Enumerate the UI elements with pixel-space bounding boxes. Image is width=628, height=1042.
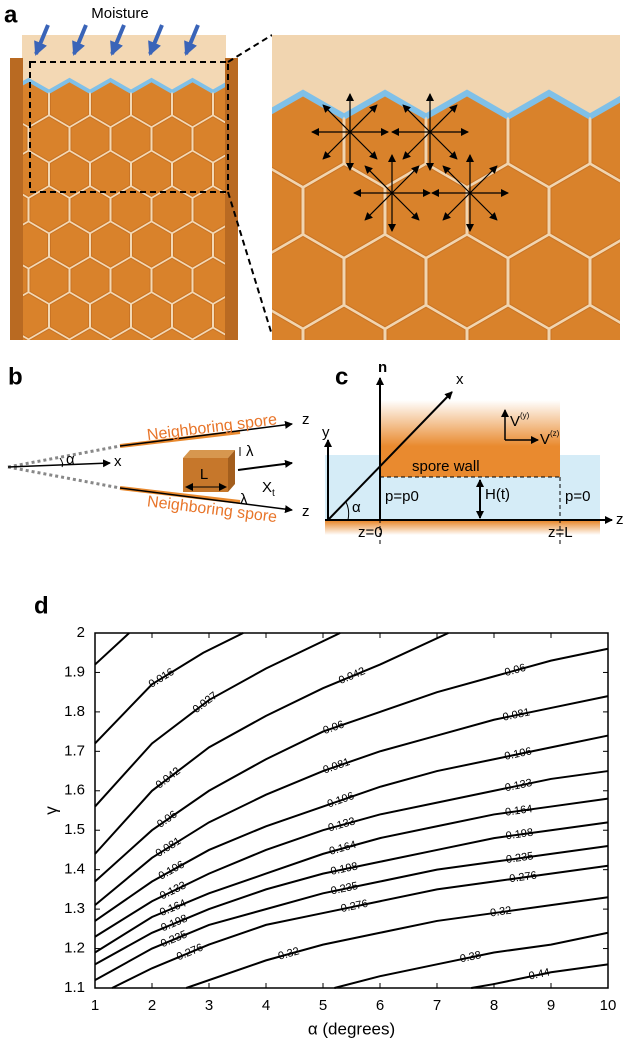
cube [183,450,235,458]
x-tick-label: 2 [148,997,156,1014]
spore-cell [235,329,273,373]
angle-label: α [352,499,361,516]
panel-label: a [4,1,18,28]
x-tick-label: 1 [91,997,99,1014]
v-sup: (z) [550,429,560,438]
moisture-label: Moisture [91,5,149,22]
wall [225,58,238,340]
x-tick-label: 5 [319,997,327,1014]
y-tick-label: 1.2 [64,940,85,957]
y-tick-label: 1.7 [64,742,85,759]
lambda-label: λ [246,443,254,460]
pressure-label: p=0 [565,488,590,505]
axis-label: n [378,359,387,376]
y-tick-label: 1.5 [64,821,85,838]
x-axis-label: α (degrees) [308,1019,395,1038]
contour-line [95,633,129,665]
wall-label: spore wall [412,458,480,475]
y-tick-label: 2 [77,624,85,641]
spore-cell [235,258,273,302]
x-tick-label: 9 [547,997,555,1014]
panel-label: c [335,363,348,390]
y-tick-label: 1.4 [64,861,85,878]
contour-line [95,633,243,743]
x-text: X [262,479,272,496]
v-text: V [540,431,550,448]
x-tick-label: 3 [205,997,213,1014]
x-label: Xt [262,479,275,499]
velocity-arrow [238,463,292,470]
x-tick-label: 8 [490,997,498,1014]
axis-label: y [322,424,330,441]
gap-label: H(t) [485,486,510,503]
axis-label: z [616,511,624,528]
spore-zoom [223,35,628,397]
x-tick-label: 4 [262,997,270,1014]
z-label: z=0 [358,524,383,541]
v-text: V [510,413,520,430]
y-tick-label: 1.1 [64,979,85,996]
lambda-label: λ [240,491,248,508]
zoom-line [228,35,272,62]
spore-cell [235,188,273,232]
contour-line [95,633,340,807]
angle-label: α [66,451,75,468]
cube-label: L [200,466,208,483]
y-tick-label: 1.6 [64,782,85,799]
axis-arrow [8,463,110,467]
figure: a Moisture b Neighboring spore Neighbori… [0,0,628,1042]
wall [10,58,23,340]
x-sub: t [272,488,275,499]
pressure-label: p=p0 [385,488,419,505]
z-label: z=L [548,524,573,541]
y-tick-label: 1.9 [64,663,85,680]
panel-label: b [8,363,23,390]
spore-line [8,467,120,488]
y-tick-label: 1.3 [64,900,85,917]
axis-label: x [456,371,464,388]
x-tick-label: 10 [600,997,617,1014]
axis-label: z [302,411,310,428]
x-tick-label: 7 [433,997,441,1014]
contour-chart: 1 2 3 4 5 6 7 8 9 10 1.1 1.2 1.3 1.4 1.5 1.6 1.7 1.8 1.9 2 α… [41,624,616,1039]
y-axis-label: γ [41,806,60,815]
panel-label: d [34,592,49,619]
x-tick-label: 6 [376,997,384,1014]
spore-label: Neighboring spore [146,411,278,444]
v-sup: (y) [520,411,530,420]
axis-label: x [114,453,122,470]
axis-label: z [302,503,310,520]
y-tick-label: 1.8 [64,703,85,720]
spore-cell [235,117,273,161]
